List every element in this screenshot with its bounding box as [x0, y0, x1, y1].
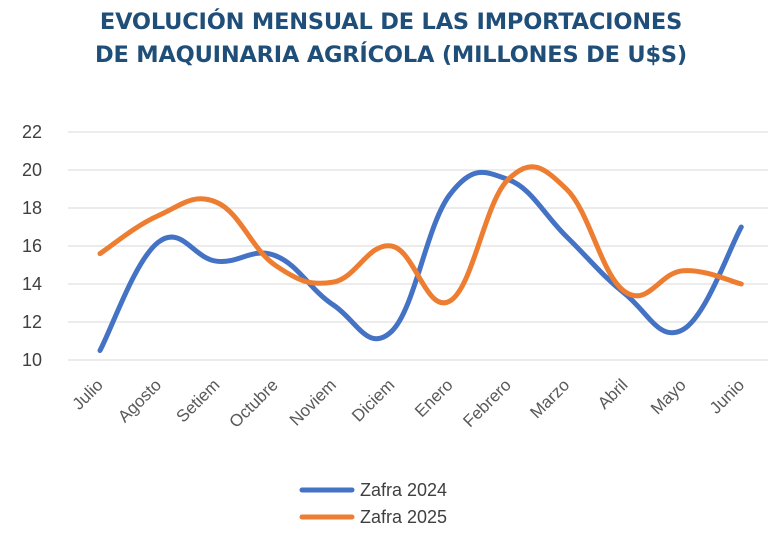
chart-title-line-2: DE MAQUINARIA AGRÍCOLA (MILLONES DE U$S) — [94, 42, 688, 68]
x-tick-label: Abril — [594, 375, 631, 412]
x-axis-tick-labels: Julio Agosto Setiem Octubre Noviem Diciem Ener… — [69, 375, 748, 431]
y-tick-label: 18 — [22, 198, 42, 218]
x-tick-label: Marzo — [526, 375, 573, 422]
series-lines — [97, 164, 744, 353]
y-axis-tick-labels: 10 12 14 16 18 20 22 — [22, 122, 42, 370]
y-tick-label: 20 — [22, 160, 42, 180]
x-tick-label: Febrero — [459, 375, 515, 431]
x-tick-label: Julio — [69, 375, 107, 413]
legend-label: Zafra 2024 — [360, 480, 447, 500]
legend: Zafra 2024 Zafra 2025 — [299, 480, 447, 527]
legend-label: Zafra 2025 — [360, 507, 447, 527]
y-tick-label: 12 — [22, 312, 42, 332]
y-tick-label: 22 — [22, 122, 42, 142]
y-tick-label: 10 — [22, 350, 42, 370]
x-tick-label: Enero — [411, 375, 457, 421]
series-line-zafra-2024 — [97, 169, 744, 353]
x-tick-label: Mayo — [647, 375, 690, 418]
chart-title-line-1: EVOLUCIÓN MENSUAL DE LAS IMPORTACIONES — [99, 9, 683, 35]
x-tick-label: Noviem — [286, 375, 340, 429]
x-tick-label: Diciem — [348, 375, 398, 425]
x-tick-label: Junio — [706, 375, 748, 417]
y-tick-label: 14 — [22, 274, 42, 294]
x-tick-label: Setiem — [173, 375, 224, 426]
y-tick-label: 16 — [22, 236, 42, 256]
gridlines — [68, 131, 768, 361]
series-line-zafra-2025 — [97, 164, 744, 306]
x-tick-label: Agosto — [114, 375, 165, 426]
chart-title: EVOLUCIÓN MENSUAL DE LAS IMPORTACIONES D… — [0, 6, 782, 72]
x-tick-label: Octubre — [226, 375, 282, 431]
